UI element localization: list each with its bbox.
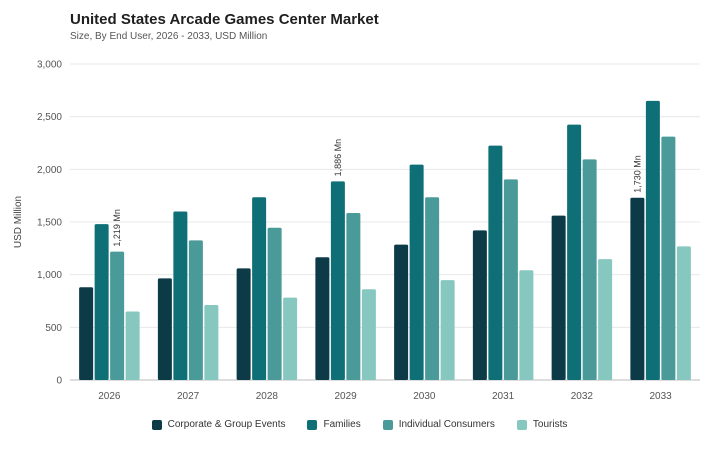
bar (582, 159, 597, 380)
legend-swatch (307, 419, 318, 430)
legend-swatch (151, 419, 162, 430)
x-tick-label: 2033 (650, 391, 673, 402)
x-tick-label: 2027 (177, 391, 200, 402)
x-tick-label: 2030 (413, 391, 436, 402)
bar (267, 227, 282, 380)
bar (488, 145, 503, 380)
y-tick-label: 2,500 (37, 112, 62, 123)
legend-label: Tourists (532, 419, 568, 430)
legend-item: Individual Consumers (382, 419, 495, 430)
chart-subtitle: Size, By End User, 2026 - 2033, USD Mill… (70, 31, 268, 42)
bar (661, 136, 676, 380)
bar (440, 280, 455, 380)
chart-title: United States Arcade Games Center Market (70, 11, 379, 28)
y-tick-label: 500 (45, 323, 62, 334)
bar (425, 197, 440, 380)
x-tick-label: 2031 (492, 391, 515, 402)
bar (236, 268, 251, 380)
bar (630, 197, 645, 380)
legend-item: Families (307, 419, 361, 430)
bar (204, 305, 219, 380)
y-tick-label: 0 (56, 376, 62, 387)
x-tick-label: 2032 (571, 391, 594, 402)
bar (283, 297, 298, 380)
bar (252, 197, 267, 380)
bar (409, 164, 424, 380)
x-tick-label: 2029 (335, 391, 358, 402)
bar (567, 124, 582, 380)
y-tick-label: 1,000 (37, 270, 62, 281)
legend-label: Individual Consumers (398, 419, 495, 430)
data-label: 1,730 Mn (632, 155, 642, 193)
bar (173, 211, 188, 380)
bar (394, 244, 409, 380)
bar (94, 224, 109, 380)
bar (551, 215, 566, 380)
y-tick-label: 1,500 (37, 218, 62, 229)
legend-swatch (382, 419, 393, 430)
data-label: 1,219 Mn (112, 209, 122, 247)
bar (519, 270, 534, 380)
bar (598, 259, 613, 380)
y-tick-label: 2,000 (37, 165, 62, 176)
bar (472, 230, 487, 380)
bar (503, 179, 518, 380)
legend-swatch (516, 419, 527, 430)
bar (330, 181, 345, 380)
legend-label: Corporate & Group Events (167, 419, 286, 430)
bar (676, 246, 691, 380)
bar (645, 100, 660, 380)
legend: Corporate & Group Events Families Individu… (0, 419, 719, 430)
bar (110, 251, 125, 380)
bar (125, 311, 140, 380)
bar (79, 287, 94, 380)
legend-label: Families (323, 419, 361, 430)
bar (315, 257, 330, 380)
bar (188, 240, 203, 380)
y-tick-label: 3,000 (37, 60, 62, 71)
legend-item: Corporate & Group Events (151, 419, 286, 430)
data-label: 1,886 Mn (333, 139, 343, 177)
x-tick-label: 2026 (98, 391, 121, 402)
bar (346, 213, 361, 380)
y-axis-label: USD Million (13, 196, 24, 248)
bar (157, 278, 172, 380)
legend-item: Tourists (516, 419, 568, 430)
bar (361, 289, 376, 380)
x-tick-label: 2028 (256, 391, 279, 402)
